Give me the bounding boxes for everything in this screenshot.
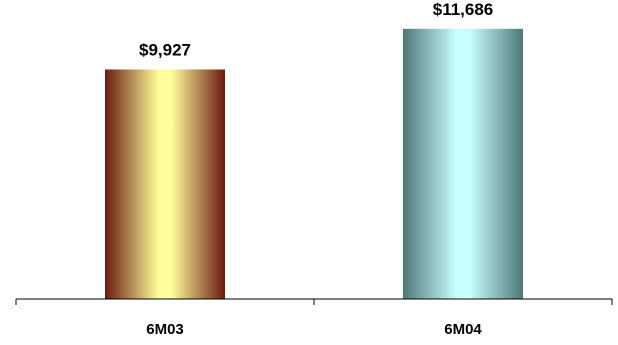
x-tick-label-6m04: 6M04 bbox=[444, 321, 482, 338]
bar-6m04 bbox=[403, 28, 523, 300]
bar-6m03 bbox=[105, 69, 225, 299]
data-label-6m04: $11,686 bbox=[433, 0, 494, 19]
x-tick-label-6m03: 6M03 bbox=[146, 321, 184, 338]
data-label-6m03: $9,927 bbox=[139, 40, 191, 59]
